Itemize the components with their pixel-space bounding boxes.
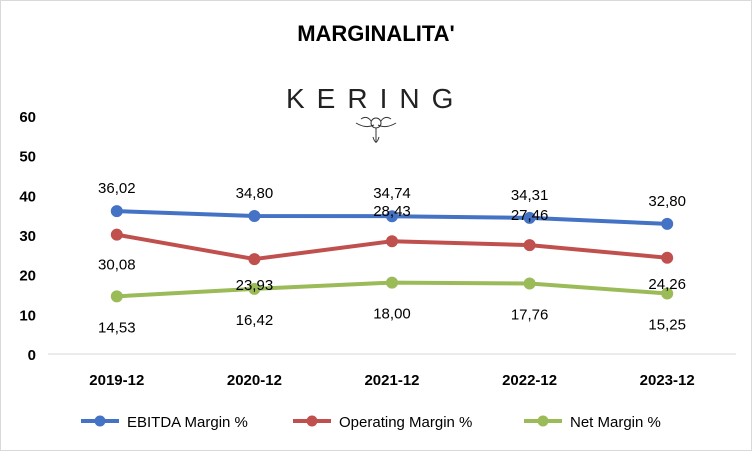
data-point: [110, 290, 123, 303]
data-label: 30,08: [98, 257, 136, 274]
data-point: [523, 277, 536, 290]
data-point: [248, 282, 261, 295]
y-tick-label: 10: [19, 307, 36, 324]
data-point: [661, 287, 674, 300]
data-point: [523, 211, 536, 224]
data-label: 17,76: [511, 307, 549, 324]
data-label: 23,93: [236, 277, 274, 294]
data-point: [248, 209, 261, 222]
legend-label: Net Margin %: [570, 414, 661, 431]
chart-title: MARGINALITA': [297, 21, 455, 46]
data-point: [386, 276, 398, 289]
data-label: 34,80: [236, 185, 274, 202]
y-tick-label: 60: [19, 109, 36, 126]
x-tick-label: 2019-12: [89, 372, 144, 389]
x-tick-label: 2023-12: [640, 372, 695, 389]
y-tick-label: 50: [19, 149, 36, 166]
data-label: 16,42: [236, 312, 274, 329]
y-tick-label: 20: [19, 268, 36, 285]
data-point: [386, 235, 398, 248]
data-label: 14,53: [98, 319, 136, 336]
y-tick-label: 30: [19, 228, 36, 245]
kering-logo-emblem: [355, 116, 397, 143]
x-tick-label: 2020-12: [227, 372, 282, 389]
data-label: 24,26: [648, 276, 686, 293]
legend-swatch-marker: [94, 415, 106, 427]
x-tick-label: 2022-12: [502, 372, 557, 389]
y-tick-label: 0: [28, 347, 36, 364]
data-point: [523, 239, 536, 252]
data-label: 36,02: [98, 180, 136, 197]
data-point: [661, 251, 674, 264]
legend-label: Operating Margin %: [339, 414, 472, 431]
data-point: [248, 253, 261, 266]
legend-label: EBITDA Margin %: [127, 414, 248, 431]
data-point: [110, 228, 123, 241]
legend-swatch-marker: [537, 415, 549, 427]
y-tick-label: 40: [19, 188, 36, 205]
data-label: 27,46: [511, 207, 549, 224]
x-tick-label: 2021-12: [364, 372, 419, 389]
data-point: [110, 205, 123, 218]
data-label: 15,25: [648, 317, 686, 334]
data-label: 34,31: [511, 187, 549, 204]
data-point: [386, 210, 398, 223]
data-label: 28,43: [373, 203, 411, 220]
data-point: [661, 217, 674, 230]
legend-swatch-marker: [306, 415, 318, 427]
kering-logo-text: KERING: [286, 83, 466, 114]
data-label: 18,00: [373, 306, 411, 323]
data-label: 32,80: [648, 193, 686, 210]
data-label: 34,74: [373, 185, 411, 202]
